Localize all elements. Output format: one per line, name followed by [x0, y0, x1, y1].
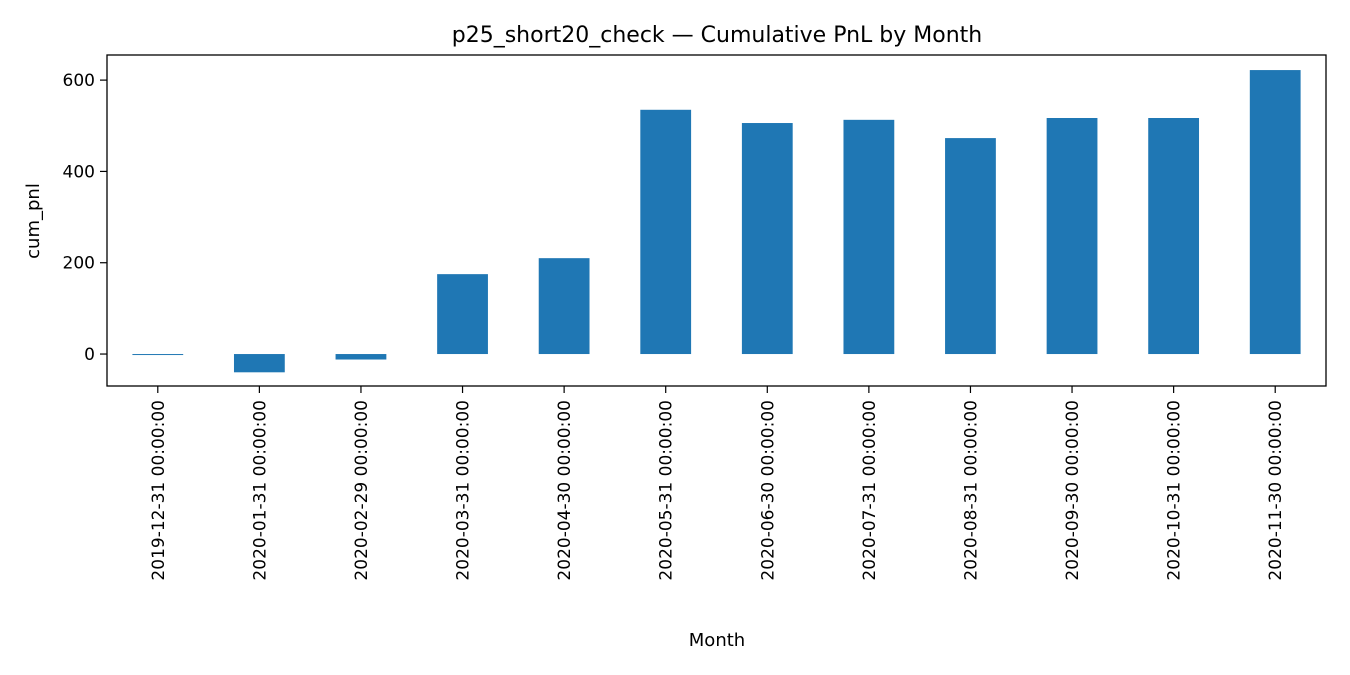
x-tick-label: 2020-07-31 00:00:00: [860, 400, 880, 581]
bar-2020-07-31: [843, 119, 895, 355]
bar-2020-10-31: [1148, 118, 1200, 355]
y-tick-label: 600: [63, 71, 95, 91]
bar-2020-02-29: [335, 354, 387, 360]
y-axis-label: cum_pnl: [23, 183, 44, 259]
x-tick-label: 2019-12-31 00:00:00: [149, 400, 169, 581]
bar-2020-05-31: [640, 109, 692, 355]
y-tick-label: 0: [84, 345, 95, 365]
chart-title: p25_short20_check — Cumulative PnL by Mo…: [452, 23, 982, 48]
bar-2020-06-30: [741, 123, 793, 355]
bar-2020-09-30: [1046, 118, 1098, 355]
x-tick-label: 2020-05-31 00:00:00: [657, 400, 677, 581]
bar-2020-11-30: [1249, 70, 1301, 355]
x-tick-label: 2020-04-30 00:00:00: [555, 400, 575, 581]
x-tick-label: 2020-09-30 00:00:00: [1063, 400, 1083, 581]
plot-frame: [106, 54, 1327, 387]
x-tick-label: 2020-02-29 00:00:00: [352, 400, 372, 581]
x-axis-label: Month: [689, 630, 745, 651]
x-tick-label: 2020-08-31 00:00:00: [961, 400, 981, 581]
bars-group: [132, 70, 1301, 373]
x-tick-label: 2020-06-30 00:00:00: [758, 400, 778, 581]
x-axis: 2019-12-31 00:00:00 2020-01-31 00:00:00 20…: [149, 386, 1286, 581]
bar-2020-08-31: [945, 138, 996, 355]
y-tick-label: 400: [63, 162, 95, 182]
x-tick-label: 2020-01-31 00:00:00: [250, 400, 270, 581]
bar-2019-12-31: [132, 354, 184, 356]
y-axis: 0 200 400 600: [63, 71, 107, 365]
bar-2020-01-31: [233, 354, 285, 373]
x-tick-label: 2020-10-31 00:00:00: [1165, 400, 1185, 581]
y-tick-label: 200: [63, 254, 95, 274]
x-tick-label: 2020-03-31 00:00:00: [454, 400, 474, 581]
x-tick-label: 2020-11-30 00:00:00: [1266, 400, 1286, 581]
bar-2020-04-30: [538, 258, 590, 355]
bar-2020-03-31: [437, 274, 488, 355]
